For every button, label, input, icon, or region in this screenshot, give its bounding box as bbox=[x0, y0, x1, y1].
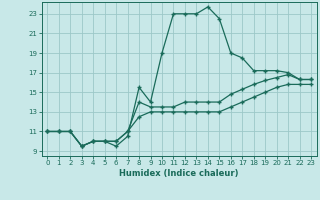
X-axis label: Humidex (Indice chaleur): Humidex (Indice chaleur) bbox=[119, 169, 239, 178]
